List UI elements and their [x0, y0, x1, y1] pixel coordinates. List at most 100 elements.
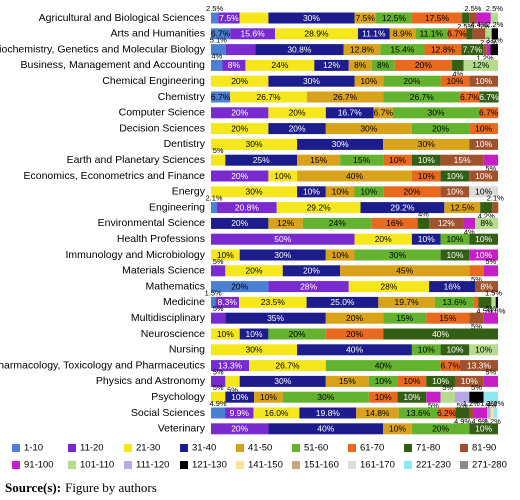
value-label: 10%: [231, 392, 248, 402]
value-label: 10%: [375, 376, 392, 386]
value-label: 23.5%: [261, 297, 286, 307]
bar-segment: [354, 249, 441, 261]
value-label: 20.8%: [235, 202, 260, 212]
value-label: 8%: [480, 281, 493, 291]
legend-swatch: [404, 461, 412, 469]
bar-segment: [373, 107, 393, 119]
value-label: 19.7%: [395, 297, 420, 307]
bar-segment: [469, 186, 498, 198]
bar-segment: [306, 296, 379, 308]
bar-segment: [492, 202, 499, 214]
bar-segment: [211, 360, 250, 372]
category-label: Engineering: [149, 201, 205, 213]
legend-label: 11-20: [80, 443, 104, 454]
bar-segment: [325, 375, 369, 387]
value-label: 45%: [396, 266, 413, 276]
bar-segment: [225, 154, 298, 166]
bar-segment: [397, 375, 427, 387]
bar-segment: [440, 360, 460, 372]
bar-segment: [222, 59, 246, 71]
bar-segment: [486, 44, 491, 56]
value-label: 19.8%: [316, 408, 341, 418]
bar-segment: [314, 59, 349, 71]
bar-segment: [268, 12, 355, 24]
bar-segment: [444, 202, 481, 214]
value-label: 20%: [246, 266, 263, 276]
bar-segment: [297, 170, 412, 182]
bar-segment: [479, 91, 499, 103]
bar-segment: [490, 407, 494, 419]
bar-segment: [348, 281, 430, 293]
bar-segment: [469, 75, 498, 87]
bar-segment: [211, 202, 218, 214]
value-label: 2.2%: [480, 38, 497, 47]
bar-segment: [434, 296, 474, 308]
bar-segment: [417, 217, 430, 229]
value-label: 10%: [475, 139, 492, 149]
legend-swatch: [236, 444, 244, 452]
bar-segment: [297, 344, 412, 356]
bar-segment: [211, 375, 226, 387]
value-label: 10%: [260, 392, 277, 402]
category-label: Chemistry: [158, 91, 206, 103]
bar-segment: [394, 59, 453, 71]
bar-segment: [429, 217, 464, 229]
bar-segment: [437, 407, 456, 419]
value-label: 10%: [389, 424, 406, 434]
bar-segment: [463, 59, 498, 71]
bar-segment: [211, 281, 269, 293]
category-label: Computer Science: [119, 107, 206, 119]
value-label: 2.6%: [486, 36, 503, 45]
value-label: 20%: [231, 171, 248, 181]
bar-segment: [483, 154, 498, 166]
bar-segment: [211, 265, 226, 277]
value-label: 2.5%: [486, 4, 503, 13]
legend-swatch: [348, 461, 356, 469]
legend-label: 81-90: [472, 443, 496, 454]
bar-segment: [440, 249, 470, 261]
value-label: 10%: [418, 345, 435, 355]
bar-segment: [466, 28, 473, 40]
bar-segment: [460, 91, 480, 103]
bar-segment: [383, 91, 461, 103]
value-label: 15%: [353, 155, 370, 165]
bar-segment: [239, 12, 269, 24]
value-label: 5%: [457, 401, 468, 410]
value-label: 24%: [271, 60, 288, 70]
category-label: Multidisciplinary: [131, 312, 206, 324]
value-label: 12.8%: [431, 44, 456, 54]
bar-segment: [440, 154, 484, 166]
category-label: Neuroscience: [141, 328, 205, 340]
bar-segment: [211, 344, 298, 356]
value-label: 20%: [231, 218, 248, 228]
value-label: 10%: [475, 123, 492, 133]
value-label: 5%: [471, 275, 482, 284]
legend-swatch: [68, 461, 76, 469]
category-label: Materials Science: [122, 265, 205, 277]
bar-segment: [469, 407, 474, 419]
bar-segment: [302, 217, 372, 229]
category-label: Physics and Astronomy: [96, 375, 206, 387]
bar-segment: [476, 12, 491, 24]
bar-segment: [411, 12, 463, 24]
value-label: 30%: [303, 13, 320, 23]
category-label: Social Sciences: [131, 407, 205, 419]
bar-segment: [469, 312, 484, 324]
value-label: 6.7%: [211, 92, 231, 102]
legend-label: 271-280: [472, 460, 507, 471]
value-label: 6.7%: [460, 92, 480, 102]
value-label: 2.2%: [486, 20, 503, 29]
bar-segment: [454, 391, 470, 403]
value-label: 10%: [389, 155, 406, 165]
value-label: 30%: [274, 250, 291, 260]
bar-segment: [473, 407, 488, 419]
bar-segment: [469, 391, 484, 403]
bar-segment: [469, 138, 498, 150]
bar-segment: [211, 91, 231, 103]
bar-segment: [491, 296, 496, 308]
legend-label: 121-130: [192, 460, 227, 471]
bar-segment: [211, 328, 240, 340]
bar-segment: [411, 123, 470, 135]
value-label: 28.9%: [304, 29, 329, 39]
bar-segment: [268, 217, 303, 229]
